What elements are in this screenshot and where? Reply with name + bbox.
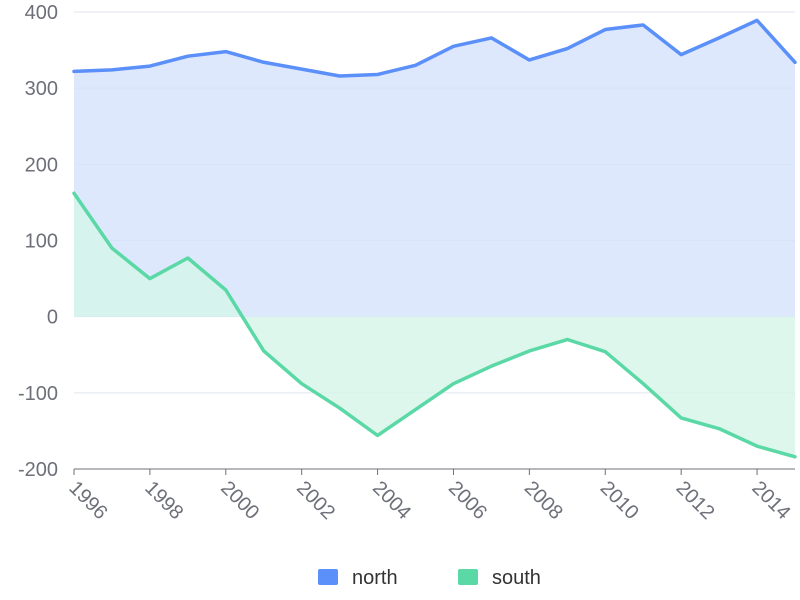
x-tick-label: 1996 — [64, 477, 111, 524]
y-tick-label: 400 — [25, 2, 58, 24]
axes — [73, 468, 795, 475]
x-tick-label: 2012 — [672, 477, 719, 524]
y-tick-label: 0 — [47, 307, 58, 329]
y-tick-label: -200 — [18, 459, 58, 481]
x-tick-label: 2006 — [444, 477, 491, 524]
y-tick-label: 100 — [25, 231, 58, 253]
legend-swatch-south[interactable] — [458, 569, 478, 585]
y-tick-label: 200 — [25, 154, 58, 176]
x-tick-label: 2000 — [216, 477, 263, 524]
legend-swatch-north[interactable] — [318, 569, 338, 585]
y-axis-tick-labels: 400 300 200 100 0 -100 -200 — [18, 2, 58, 481]
x-axis-tick-labels: 1996 1998 2000 2002 2004 2006 2008 2010 2012 2014 — [64, 477, 794, 524]
x-tick-label: 1998 — [140, 477, 187, 524]
x-tick-label: 2002 — [292, 477, 339, 524]
area-south — [74, 193, 795, 457]
x-tick-label: 2010 — [596, 477, 643, 524]
line-south — [72, 191, 797, 459]
line-north — [72, 18, 797, 78]
x-tick-label: 2004 — [368, 477, 415, 524]
series-lines — [72, 18, 797, 459]
x-tick-label: 2008 — [520, 477, 567, 524]
area-north — [74, 20, 795, 317]
y-tick-label: 300 — [25, 78, 58, 100]
series-areas — [74, 20, 795, 457]
legend: north south — [318, 567, 541, 589]
x-tick-label: 2014 — [748, 477, 795, 524]
legend-label-north[interactable]: north — [352, 567, 398, 589]
y-tick-label: -100 — [18, 383, 58, 405]
legend-label-south[interactable]: south — [492, 567, 541, 589]
